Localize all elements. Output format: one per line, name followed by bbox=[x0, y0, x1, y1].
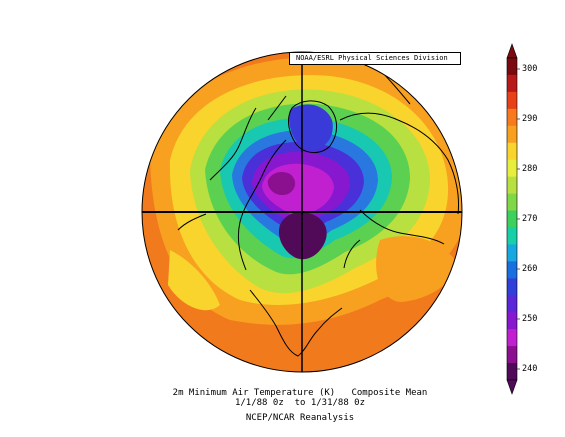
caption-source: NCEP/NCAR Reanalysis bbox=[245, 413, 355, 423]
colorbar-segment bbox=[507, 244, 517, 262]
colorbar-segment bbox=[507, 278, 517, 296]
colorbar-segment bbox=[507, 210, 517, 228]
caption-period: 1/1/88 0z to 1/31/88 0z bbox=[234, 398, 366, 408]
colorbar bbox=[506, 43, 520, 395]
colorbar-segment bbox=[507, 159, 517, 178]
colorbar-segment bbox=[507, 74, 517, 93]
colorbar-tick-label: 290 bbox=[522, 114, 538, 124]
colorbar-tick-label: 260 bbox=[522, 264, 538, 274]
colorbar-segment bbox=[507, 108, 517, 127]
colorbar-segment bbox=[507, 312, 517, 330]
colorbar-bottom-arrow bbox=[506, 379, 518, 395]
colorbar-segment bbox=[507, 91, 517, 110]
colorbar-segment bbox=[507, 142, 517, 161]
colorbar-segment bbox=[507, 363, 517, 381]
colorbar-segment bbox=[507, 58, 517, 76]
caption-title: 2m Minimum Air Temperature (K) Composite… bbox=[172, 388, 428, 398]
colorbar-top-arrow bbox=[506, 43, 518, 59]
colorbar-tick-label: 280 bbox=[522, 164, 538, 174]
colorbar-tick-label: 300 bbox=[522, 64, 538, 74]
colorbar-tick-label: 240 bbox=[522, 364, 538, 374]
colorbar-tick-label: 270 bbox=[522, 214, 538, 224]
colorbar-segment bbox=[507, 125, 517, 144]
colorbar-segment bbox=[507, 261, 517, 279]
colorbar-segment bbox=[507, 176, 517, 195]
credit-label: NOAA/ESRL Physical Sciences Division bbox=[289, 52, 461, 65]
temperature-field bbox=[142, 52, 462, 372]
colorbar-segment bbox=[507, 193, 517, 212]
colorbar-segment bbox=[507, 346, 517, 364]
colorbar-segment bbox=[507, 329, 517, 347]
colorbar-segment bbox=[507, 295, 517, 313]
colorbar-segment bbox=[507, 227, 517, 245]
colorbar-tick-label: 250 bbox=[522, 314, 538, 324]
